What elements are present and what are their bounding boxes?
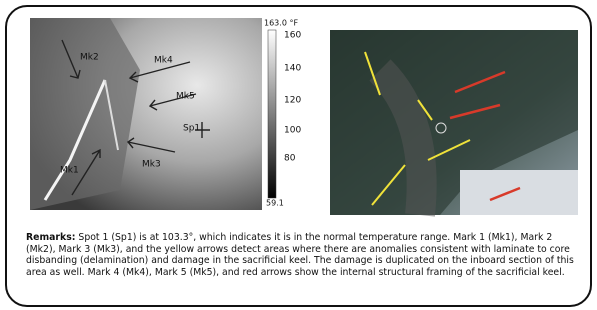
- mark-label: Mk2: [80, 53, 99, 63]
- temperature-scale: 163.0 °F 160 140 120 100 80 59.1: [264, 19, 301, 208]
- photo: [330, 30, 578, 215]
- thermal-image: Mk2 Mk4 Mk5 Sp1 Mk3 Mk1: [30, 18, 262, 210]
- mark-label: Mk3: [142, 160, 161, 170]
- mark-label: Mk5: [176, 92, 195, 102]
- remarks-text: Spot 1 (Sp1) is at 103.3°, which indicat…: [26, 232, 574, 278]
- scale-max: 163.0 °F: [264, 19, 298, 28]
- scale-tick: 100: [284, 126, 301, 136]
- scale-tick: 80: [284, 154, 296, 164]
- page: Mk2 Mk4 Mk5 Sp1 Mk3 Mk1 163.0 °F 160 140…: [0, 0, 597, 310]
- mark-label: Mk1: [60, 166, 79, 176]
- scale-min: 59.1: [266, 199, 284, 208]
- remarks-heading: Remarks:: [26, 232, 75, 243]
- mark-label: Mk4: [154, 56, 173, 66]
- scale-tick: 140: [284, 64, 301, 74]
- figures: Mk2 Mk4 Mk5 Sp1 Mk3 Mk1 163.0 °F 160 140…: [0, 0, 597, 230]
- spot-label: Sp1: [183, 124, 200, 134]
- scale-tick: 160: [284, 31, 301, 41]
- remarks: Remarks: Spot 1 (Sp1) is at 103.3°, whic…: [26, 232, 574, 278]
- scale-tick: 120: [284, 96, 301, 106]
